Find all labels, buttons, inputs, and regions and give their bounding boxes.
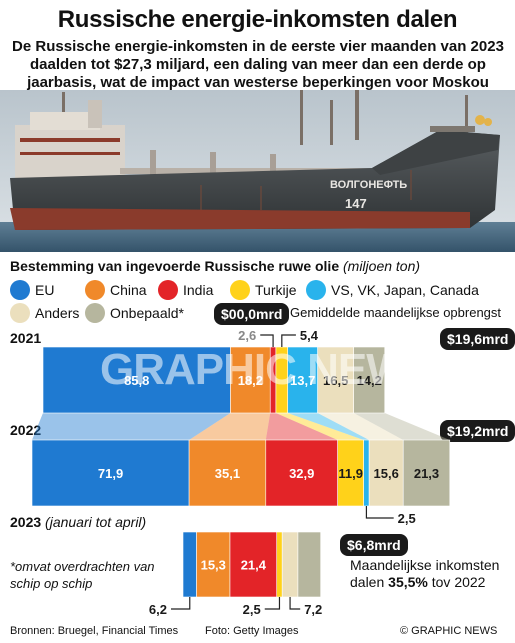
bar-onbepaald-2022 xyxy=(402,439,451,507)
ship-number: 147 xyxy=(345,196,367,211)
callout-label-india-0: 2,6 xyxy=(238,328,256,343)
legend-item-anders: Anders xyxy=(10,303,79,323)
bar-vs-2022 xyxy=(363,439,370,507)
bar-onbepaald-2023 xyxy=(297,531,321,598)
legend-item-india: India xyxy=(158,280,213,300)
connector-onbepaald-0-1 xyxy=(353,413,450,440)
callout-label-turkije-0: 5,4 xyxy=(300,328,319,343)
legend-label-china: China xyxy=(110,282,147,298)
legend-swatch-vs xyxy=(306,280,326,300)
connector-vs-0-1 xyxy=(287,413,370,440)
legend-swatch-onbepaald xyxy=(85,303,105,323)
footer-copyright: © GRAPHIC NEWS xyxy=(400,625,498,637)
section-unit: (miljoen ton) xyxy=(343,258,421,274)
bar-india-2023 xyxy=(229,531,278,598)
legend-item-vs: VS, VK, Japan, Canada xyxy=(306,280,479,300)
connector-eu-0-1 xyxy=(32,413,231,440)
tanker-photo: ВОЛГОНЕФТЬ 147 xyxy=(0,90,515,252)
legend-label-onbepaald: Onbepaald* xyxy=(110,305,184,321)
decline-note-value: 35,5% xyxy=(388,574,428,590)
bar-eu-2022 xyxy=(31,439,190,507)
callout-label-anders-2: 7,2 xyxy=(304,602,322,617)
bar-india-2022 xyxy=(265,439,338,507)
callout-line-eu-2 xyxy=(171,597,191,610)
callout-label-vs-1: 2,5 xyxy=(398,511,416,526)
footer-photo-credit: Foto: Getty Images xyxy=(205,625,299,637)
callout-line-turkije-2 xyxy=(264,597,281,610)
footnote: *omvat overdrachten van schip op schip xyxy=(10,559,155,591)
year-label-2022: 2022 xyxy=(10,422,42,438)
callout-label-turkije-2: 2,5 xyxy=(243,602,261,617)
legend-swatch-china xyxy=(85,280,105,300)
data-label-turkije-2022: 11,9 xyxy=(338,466,363,481)
legend-note: Gemiddelde maandelijkse opbrengst xyxy=(290,305,502,320)
data-label-onbepaald-2022: 21,3 xyxy=(414,466,439,481)
bar-turkije-2023 xyxy=(276,531,283,598)
bar-turkije-2022 xyxy=(337,439,364,507)
legend-swatch-eu xyxy=(10,280,30,300)
legend-label-vs: VS, VK, Japan, Canada xyxy=(331,282,479,298)
connector-turkije-0-1 xyxy=(275,413,364,440)
decline-note: Maandelijkse inkomsten dalen 35,5% tov 2… xyxy=(350,557,510,591)
year-label-2023-sub: (januari tot april) xyxy=(45,514,147,530)
year-label-2021: 2021 xyxy=(10,330,42,346)
legend-swatch-turkije xyxy=(230,280,250,300)
bar-anders-2022 xyxy=(368,439,404,507)
legend-swatch-india xyxy=(158,280,178,300)
bar-china-2022 xyxy=(188,439,267,507)
section-title: Bestemming van ingevoerde Russische ruwe… xyxy=(10,258,420,274)
legend-label-eu: EU xyxy=(35,282,55,298)
legend-item-eu: EU xyxy=(10,280,54,300)
legend-item-china: China xyxy=(85,280,147,300)
data-label-anders-2022: 15,6 xyxy=(374,466,399,481)
bar-china-2023 xyxy=(196,531,231,598)
legend-label-turkije: Turkije xyxy=(255,282,297,298)
legend-swatch-anders xyxy=(10,303,30,323)
bar-anders-2023 xyxy=(281,531,299,598)
legend-label-india: India xyxy=(183,282,214,298)
page-title: Russische energie-inkomsten dalen xyxy=(57,6,458,33)
ship-name: ВОЛГОНЕФТЬ xyxy=(330,179,407,191)
watermark: GRAPHIC NEWS xyxy=(100,345,436,394)
legend-item-turkije: Turkije xyxy=(230,280,297,300)
revenue-badge-2022: $19,2mrd xyxy=(440,420,515,442)
section-title-text: Bestemming van ingevoerde Russische ruwe… xyxy=(10,258,340,274)
bar-eu-2023 xyxy=(182,531,197,598)
year-label-2023: 2023 (januari tot april) xyxy=(10,514,146,530)
data-label-india-2023: 21,4 xyxy=(241,558,267,573)
legend-revenue-badge: $00,0mrd xyxy=(214,303,290,325)
decline-note-prefix: Maandelijkse inkomsten dalen xyxy=(350,557,500,590)
revenue-badge-2021: $19,6mrd xyxy=(440,328,515,350)
data-label-china-2023: 15,3 xyxy=(201,558,226,573)
callout-line-vs-1 xyxy=(365,506,394,519)
callout-label-eu-2: 6,2 xyxy=(149,602,167,617)
legend-label-anders: Anders xyxy=(35,305,80,321)
footer-sources: Bronnen: Bruegel, Financial Times xyxy=(10,625,179,637)
connector-india-0-1 xyxy=(265,413,338,440)
data-label-eu-2022: 71,9 xyxy=(98,466,123,481)
revenue-badge-2023: $6,8mrd xyxy=(340,534,408,556)
connector-china-0-1 xyxy=(189,413,271,440)
year-label-2023-text: 2023 xyxy=(10,514,42,530)
data-label-india-2022: 32,9 xyxy=(289,466,314,481)
data-label-china-2022: 35,1 xyxy=(215,466,240,481)
callout-line-anders-2 xyxy=(289,597,301,610)
connector-anders-0-1 xyxy=(317,413,404,440)
decline-note-suffix: tov 2022 xyxy=(427,574,486,590)
legend-item-onbepaald: Onbepaald* xyxy=(85,303,184,323)
